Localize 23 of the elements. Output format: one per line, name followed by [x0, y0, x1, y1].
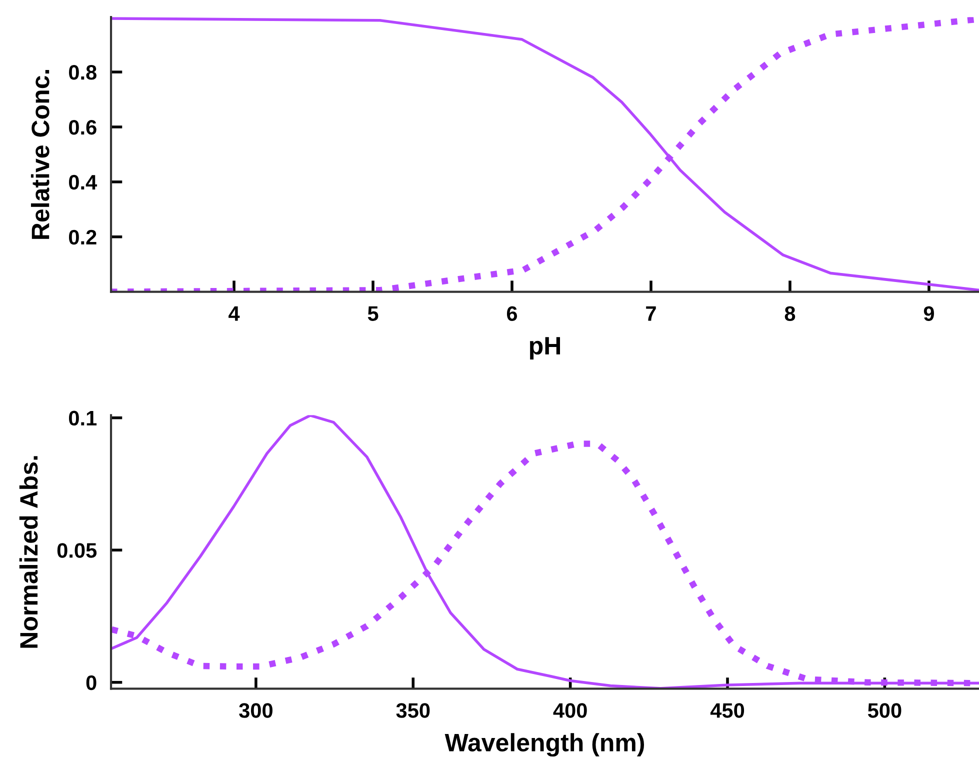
x-tick-label: 5 [368, 306, 378, 321]
x-tick-label: 6 [506, 306, 518, 321]
x-tick-label: 350 [396, 703, 430, 718]
y-tick-label: 0.4 [68, 174, 98, 190]
y-axis-title: Normalized Abs. [19, 456, 38, 648]
x-tick-label: 7 [646, 306, 656, 321]
x-tick-label: 8 [784, 306, 796, 321]
x-tick-label: 450 [710, 703, 744, 718]
x-axis-title: pH [530, 337, 560, 360]
y-tick-label: 0.6 [68, 120, 96, 135]
y-tick-label: 0.1 [68, 410, 97, 426]
x-tick-label: 400 [553, 703, 587, 718]
x-axis-title: Wavelength (nm) [444, 733, 644, 757]
y-axis-title: Relative Conc. [30, 70, 50, 239]
y-tick-label: 0.2 [68, 230, 96, 245]
y-tick-label: 0.8 [68, 65, 96, 80]
y-tick-label: 0 [86, 675, 96, 690]
x-tick-label: 300 [239, 703, 272, 718]
y-tick-label: 0.05 [57, 543, 97, 558]
line-series [111, 17, 979, 292]
x-tick-label: 4 [228, 306, 240, 321]
x-tick-label: 500 [868, 703, 902, 718]
x-tick-label: 9 [924, 306, 934, 321]
